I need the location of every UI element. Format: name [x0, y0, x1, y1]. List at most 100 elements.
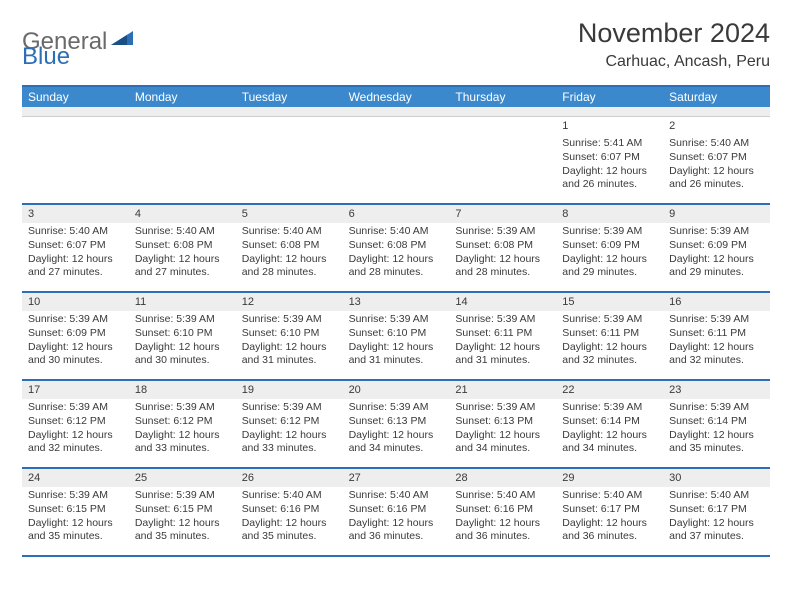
day-cell: 13Sunrise: 5:39 AMSunset: 6:10 PMDayligh…	[343, 293, 450, 379]
day-number: 23	[663, 381, 770, 399]
daylight-line: Daylight: 12 hours and 36 minutes.	[349, 517, 444, 544]
day-body: Sunrise: 5:39 AMSunset: 6:14 PMDaylight:…	[556, 401, 663, 460]
day-cell: 2Sunrise: 5:40 AMSunset: 6:07 PMDaylight…	[663, 117, 770, 203]
day-cell: 30Sunrise: 5:40 AMSunset: 6:17 PMDayligh…	[663, 469, 770, 555]
sunrise-line: Sunrise: 5:39 AM	[562, 401, 657, 415]
day-cell: 20Sunrise: 5:39 AMSunset: 6:13 PMDayligh…	[343, 381, 450, 467]
day-body: Sunrise: 5:40 AMSunset: 6:08 PMDaylight:…	[343, 225, 450, 284]
day-cell: 11Sunrise: 5:39 AMSunset: 6:10 PMDayligh…	[129, 293, 236, 379]
sunset-line: Sunset: 6:09 PM	[562, 239, 657, 253]
sunset-line: Sunset: 6:16 PM	[349, 503, 444, 517]
weekday-mon: Monday	[129, 87, 236, 107]
day-number: 26	[236, 469, 343, 487]
sunrise-line: Sunrise: 5:40 AM	[669, 489, 764, 503]
sunrise-line: Sunrise: 5:39 AM	[669, 313, 764, 327]
day-cell: 6 Sunrise: 5:40 AMSunset: 6:08 PMDaylight…	[343, 205, 450, 291]
day-cell: 12Sunrise: 5:39 AMSunset: 6:10 PMDayligh…	[236, 293, 343, 379]
day-number: 14	[449, 293, 556, 311]
calendar: Sunday Monday Tuesday Wednesday Thursday…	[22, 85, 770, 557]
daylight-line: Daylight: 12 hours and 28 minutes.	[242, 253, 337, 280]
day-number: 13	[343, 293, 450, 311]
month-title: November 2024	[578, 18, 770, 49]
sunrise-line: Sunrise: 5:39 AM	[135, 313, 230, 327]
sunrise-line: Sunrise: 5:39 AM	[242, 401, 337, 415]
daylight-line: Daylight: 12 hours and 28 minutes.	[455, 253, 550, 280]
day-cell: 1 Sunrise: 5:41 AMSunset: 6:07 PMDaylight…	[556, 117, 663, 203]
day-cell: 24Sunrise: 5:39 AMSunset: 6:15 PMDayligh…	[22, 469, 129, 555]
sunrise-line: Sunrise: 5:39 AM	[455, 313, 550, 327]
day-cell: 18 Sunrise: 5:39 AMSunset: 6:12 PMDayligh…	[129, 381, 236, 467]
day-body: Sunrise: 5:39 AMSunset: 6:12 PMDaylight:…	[129, 401, 236, 460]
day-cell: 25Sunrise: 5:39 AMSunset: 6:15 PMDayligh…	[129, 469, 236, 555]
sunrise-line: Sunrise: 5:39 AM	[28, 313, 123, 327]
day-number: 6	[343, 205, 450, 223]
sunrise-line: Sunrise: 5:40 AM	[135, 225, 230, 239]
weekday-sat: Saturday	[663, 87, 770, 107]
day-number: 4	[129, 205, 236, 223]
day-body: Sunrise: 5:39 AMSunset: 6:11 PMDaylight:…	[556, 313, 663, 372]
week-row: 3Sunrise: 5:40 AMSunset: 6:07 PMDaylight…	[22, 205, 770, 293]
sunrise-line: Sunrise: 5:39 AM	[562, 225, 657, 239]
sunrise-line: Sunrise: 5:39 AM	[349, 401, 444, 415]
sunrise-line: Sunrise: 5:41 AM	[562, 137, 657, 151]
sunrise-line: Sunrise: 5:39 AM	[349, 313, 444, 327]
day-number: 20	[343, 381, 450, 399]
day-body: Sunrise: 5:39 AMSunset: 6:15 PMDaylight:…	[22, 489, 129, 548]
week-row: 17Sunrise: 5:39 AMSunset: 6:12 PMDayligh…	[22, 381, 770, 469]
sunset-line: Sunset: 6:07 PM	[562, 151, 657, 165]
weekday-header-row: Sunday Monday Tuesday Wednesday Thursday…	[22, 87, 770, 107]
day-cell: 28Sunrise: 5:40 AMSunset: 6:16 PMDayligh…	[449, 469, 556, 555]
daylight-line: Daylight: 12 hours and 28 minutes.	[349, 253, 444, 280]
day-number: 29	[556, 469, 663, 487]
day-body: Sunrise: 5:39 AMSunset: 6:12 PMDaylight:…	[22, 401, 129, 460]
sunrise-line: Sunrise: 5:39 AM	[562, 313, 657, 327]
day-body: Sunrise: 5:39 AMSunset: 6:08 PMDaylight:…	[449, 225, 556, 284]
sunset-line: Sunset: 6:08 PM	[135, 239, 230, 253]
day-cell: 16Sunrise: 5:39 AMSunset: 6:11 PMDayligh…	[663, 293, 770, 379]
sunset-line: Sunset: 6:17 PM	[669, 503, 764, 517]
sunrise-line: Sunrise: 5:40 AM	[242, 489, 337, 503]
daylight-line: Daylight: 12 hours and 31 minutes.	[455, 341, 550, 368]
day-number: 1	[556, 117, 663, 135]
daylight-line: Daylight: 12 hours and 29 minutes.	[669, 253, 764, 280]
day-cell: 5Sunrise: 5:40 AMSunset: 6:08 PMDaylight…	[236, 205, 343, 291]
daylight-line: Daylight: 12 hours and 30 minutes.	[28, 341, 123, 368]
daylight-line: Daylight: 12 hours and 34 minutes.	[455, 429, 550, 456]
location: Carhuac, Ancash, Peru	[578, 53, 770, 71]
week-row: 24Sunrise: 5:39 AMSunset: 6:15 PMDayligh…	[22, 469, 770, 557]
daylight-line: Daylight: 12 hours and 30 minutes.	[135, 341, 230, 368]
sunset-line: Sunset: 6:12 PM	[242, 415, 337, 429]
day-number: 18	[129, 381, 236, 399]
sunrise-line: Sunrise: 5:40 AM	[349, 489, 444, 503]
day-number: 16	[663, 293, 770, 311]
day-body: Sunrise: 5:40 AMSunset: 6:17 PMDaylight:…	[556, 489, 663, 548]
day-number: 10	[22, 293, 129, 311]
logo-triangle-icon	[111, 24, 133, 52]
day-cell	[129, 117, 236, 203]
day-cell: 4Sunrise: 5:40 AMSunset: 6:08 PMDaylight…	[129, 205, 236, 291]
day-body: Sunrise: 5:41 AMSunset: 6:07 PMDaylight:…	[556, 137, 663, 196]
sunrise-line: Sunrise: 5:39 AM	[28, 401, 123, 415]
day-cell: 14Sunrise: 5:39 AMSunset: 6:11 PMDayligh…	[449, 293, 556, 379]
sunset-line: Sunset: 6:14 PM	[562, 415, 657, 429]
daylight-line: Daylight: 12 hours and 26 minutes.	[562, 165, 657, 192]
sunset-line: Sunset: 6:11 PM	[562, 327, 657, 341]
day-number: 30	[663, 469, 770, 487]
day-cell: 15 Sunrise: 5:39 AMSunset: 6:11 PMDayligh…	[556, 293, 663, 379]
day-number: 12	[236, 293, 343, 311]
day-number: 27	[343, 469, 450, 487]
day-cell	[449, 117, 556, 203]
day-number: 15	[556, 293, 663, 311]
daylight-line: Daylight: 12 hours and 34 minutes.	[349, 429, 444, 456]
sunset-line: Sunset: 6:07 PM	[28, 239, 123, 253]
day-number: 8	[556, 205, 663, 223]
sunset-line: Sunset: 6:09 PM	[669, 239, 764, 253]
sunrise-line: Sunrise: 5:39 AM	[28, 489, 123, 503]
day-number: 11	[129, 293, 236, 311]
day-cell: 26Sunrise: 5:40 AMSunset: 6:16 PMDayligh…	[236, 469, 343, 555]
sunrise-line: Sunrise: 5:39 AM	[669, 401, 764, 415]
weekday-fri: Friday	[556, 87, 663, 107]
sunset-line: Sunset: 6:10 PM	[242, 327, 337, 341]
sunset-line: Sunset: 6:15 PM	[28, 503, 123, 517]
daylight-line: Daylight: 12 hours and 32 minutes.	[562, 341, 657, 368]
